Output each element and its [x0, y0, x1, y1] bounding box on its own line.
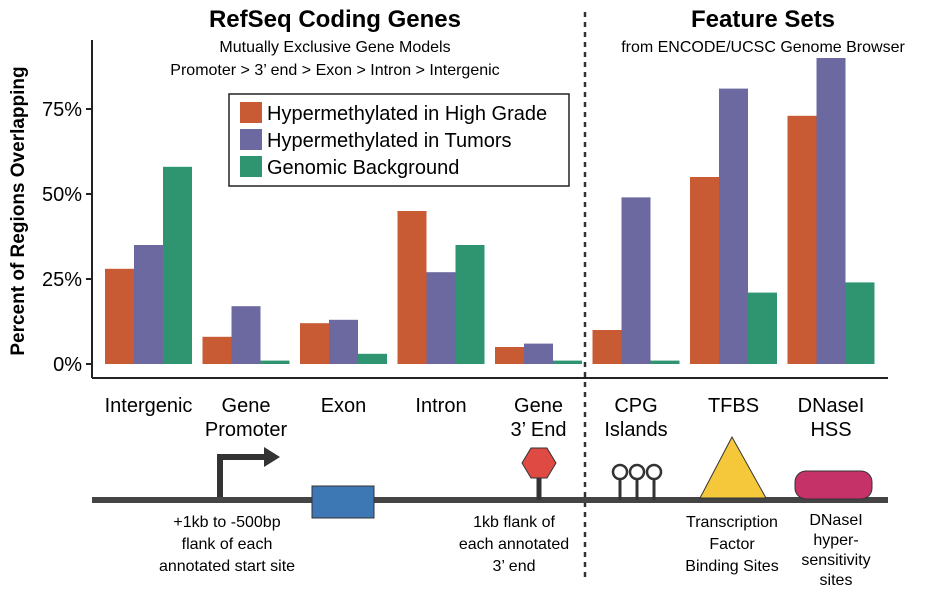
left-panel-subtitle-2: Promoter > 3’ end > Exon > Intron > Inte… — [170, 62, 499, 79]
bar-background — [650, 360, 680, 364]
tfbs-label-3: Binding Sites — [685, 558, 778, 575]
legend-label-background: Genomic Background — [267, 157, 459, 179]
bar-high-grade — [592, 330, 622, 364]
dnase-label-4: sites — [820, 572, 853, 589]
dnase-label-2: hyper- — [813, 532, 858, 549]
legend-swatch-background — [240, 156, 262, 177]
bar-high-grade — [202, 336, 232, 364]
promoter-flank-label-3: annotated start site — [159, 558, 295, 575]
bars — [105, 58, 875, 364]
bar-background — [553, 360, 582, 364]
y-axis-label: Percent of Regions Overlapping — [8, 66, 29, 355]
legend-label-high-grade: Hypermethylated in High Grade — [267, 103, 547, 125]
y-tick-label: 0% — [53, 354, 82, 376]
bar-high-grade — [105, 268, 134, 364]
exon-box-icon — [311, 485, 375, 519]
x-tick-label: 3’ End — [511, 419, 567, 441]
left-panel-title: RefSeq Coding Genes — [209, 6, 461, 33]
right-panel-subtitle: from ENCODE/UCSC Genome Browser — [621, 39, 905, 56]
tfbs-triangle-icon — [699, 435, 767, 499]
bar-high-grade — [300, 323, 329, 364]
bar-background — [163, 166, 192, 364]
bar-high-grade — [397, 211, 427, 364]
bar-tumors — [816, 58, 846, 364]
end-hexagon-icon — [521, 447, 557, 479]
x-tick-label: Gene — [514, 395, 563, 417]
bar-tumors — [621, 197, 651, 364]
promoter-arrowhead-icon — [264, 447, 280, 467]
bar-tumors — [719, 88, 748, 364]
cpg-lollipops-icon — [611, 463, 663, 500]
end-flank-label-1: 1kb flank of — [473, 514, 555, 531]
legend-swatch-high-grade — [240, 102, 262, 123]
bar-background — [455, 245, 485, 364]
x-tick-label: CPG — [614, 395, 657, 417]
legend-box — [228, 93, 570, 187]
bar-high-grade — [690, 177, 719, 364]
end-flank-label-3: 3’ end — [493, 558, 536, 575]
promoter-flank-label-1: +1kb to -500bp — [173, 514, 280, 531]
left-panel-subtitle-1: Mutually Exclusive Gene Models — [219, 39, 450, 56]
right-panel-title: Feature Sets — [691, 6, 835, 33]
x-tick-label: Intron — [415, 395, 466, 417]
x-tick-label: Promoter — [205, 419, 288, 441]
x-tick-label: DNaseI — [798, 395, 865, 417]
bar-tumors — [231, 306, 261, 364]
bar-background — [358, 353, 387, 364]
y-tick-label: 25% — [42, 269, 82, 291]
x-tick-label: Intergenic — [105, 395, 193, 417]
genome-diagram: +1kb to -500bp flank of each annotated s… — [92, 435, 888, 589]
dnase-label-3: sensitivity — [801, 552, 870, 569]
y-tick-label: 75% — [42, 99, 82, 121]
y-tick-label: 50% — [42, 184, 82, 206]
x-tick-label: Exon — [321, 395, 367, 417]
bar-high-grade — [787, 115, 817, 364]
bar-background — [845, 282, 875, 364]
bar-background — [260, 360, 290, 364]
x-tick-label: HSS — [810, 419, 851, 441]
bar-tumors — [426, 272, 456, 364]
dnase-pill-icon — [794, 470, 873, 500]
legend: Hypermethylated in High Grade Hypermethy… — [228, 93, 570, 187]
bar-high-grade — [495, 347, 524, 364]
bar-tumors — [329, 319, 358, 364]
legend-label-tumors: Hypermethylated in Tumors — [267, 130, 512, 152]
x-tick-label: TFBS — [708, 395, 759, 417]
dnase-label-1: DNaseI — [809, 512, 862, 529]
legend-swatch-tumors — [240, 129, 262, 150]
bar-background — [748, 292, 777, 364]
x-tick-label: Gene — [222, 395, 271, 417]
tfbs-label-1: Transcription — [686, 514, 778, 531]
x-tick-label: Islands — [604, 419, 667, 441]
promoter-arrow-icon — [217, 454, 268, 497]
bar-tumors — [134, 245, 163, 364]
y-ticks: 0% 25% 50% 75% — [42, 99, 92, 376]
tfbs-label-2: Factor — [709, 536, 755, 553]
promoter-flank-label-2: flank of each — [182, 536, 273, 553]
end-flank-label-2: each annotated — [459, 536, 569, 553]
bar-tumors — [524, 343, 553, 364]
